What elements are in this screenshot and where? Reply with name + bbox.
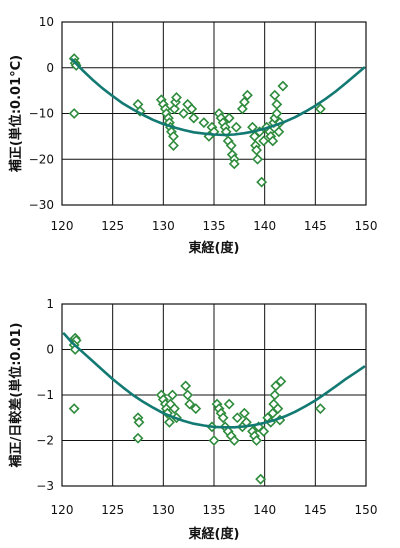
chart-bottom: 120 125 130 135 140 145 150 1 0 −1 −2 −3 東経(度) 補正/日較差…	[0, 282, 400, 548]
x-tick-label: 140	[253, 219, 276, 233]
data-point-diamond	[252, 153, 264, 165]
data-point-diamond	[168, 140, 179, 151]
chart-bottom-svg: 120 125 130 135 140 145 150 1 0 −1 −2 −3 東経(度) 補正/日較差…	[8, 297, 378, 542]
y-tick-label: −2	[36, 434, 54, 448]
data-point-diamond	[251, 435, 262, 446]
data-point-diamond	[217, 412, 229, 424]
data-point-diamond	[314, 403, 326, 415]
data-point-diamond	[225, 140, 237, 151]
data-point-diamond	[171, 92, 182, 103]
x-tick-label: 135	[203, 219, 226, 233]
y-tick-label: −10	[29, 107, 54, 121]
data-point-diamond	[167, 389, 178, 401]
x-tick-label: 130	[152, 503, 175, 517]
x-tick-label: 140	[253, 503, 276, 517]
data-point-diamond	[269, 89, 281, 101]
data-point-diamond	[178, 108, 190, 119]
y-tick-label: 1	[46, 297, 54, 311]
data-point-diamond	[275, 375, 287, 387]
x-axis-label: 東経(度)	[189, 526, 240, 542]
data-point-diamond	[184, 398, 196, 410]
x-tick-label: 125	[101, 503, 124, 517]
data-point-diamond	[314, 103, 326, 115]
x-tick-label: 120	[51, 503, 74, 517]
data-point-diamond	[208, 435, 220, 446]
data-point-diamond	[269, 389, 281, 401]
data-point-diamond	[236, 103, 248, 115]
x-tick-label: 150	[355, 219, 378, 233]
data-point-diamond	[133, 416, 145, 428]
data-point-diamond	[68, 108, 80, 119]
data-point-diamond	[163, 416, 175, 428]
data-point-diamond	[223, 112, 235, 124]
y-tick-label: 0	[46, 61, 54, 75]
chart-top-svg: 120 125 130 135 140 145 150 10 0 −10 −20 −30 東経(度) 補正…	[8, 15, 378, 256]
x-tick-label: 145	[304, 219, 327, 233]
data-point-diamond	[169, 103, 180, 115]
data-point-diamond	[238, 96, 250, 108]
data-point-diamond	[242, 89, 253, 101]
y-tick-label: −20	[29, 152, 54, 166]
data-point-diamond	[223, 398, 235, 410]
data-point-diamond	[180, 380, 192, 392]
data-point-diamond	[190, 403, 202, 415]
data-point-diamond	[256, 176, 268, 188]
data-point-diamond	[186, 103, 198, 115]
x-tick-label: 150	[355, 503, 378, 517]
data-point-diamond	[231, 412, 243, 424]
data-point-diamond	[271, 108, 283, 119]
data-point-diamond	[258, 135, 270, 147]
data-point-diamond	[267, 135, 279, 147]
data-point-diamond	[228, 435, 240, 446]
fit-curve-line	[70, 58, 366, 137]
y-tick-label: −3	[36, 479, 54, 493]
fit-curve-line	[62, 332, 366, 429]
data-point-diamond	[132, 432, 144, 444]
data-point-diamond	[272, 403, 284, 415]
data-point-diamond	[277, 80, 289, 92]
x-tick-label: 130	[152, 219, 175, 233]
y-tick-label: −1	[36, 388, 54, 402]
y-axis-label: 補正/日較差(単位:0.01)	[8, 323, 24, 469]
x-tick-label: 135	[203, 503, 226, 517]
data-point-diamond	[198, 117, 210, 129]
y-axis-label: 補正(単位:0.01°C)	[8, 55, 24, 173]
data-point-diamond	[169, 403, 180, 415]
data-point-diamond	[230, 121, 242, 133]
data-point-diamond	[161, 407, 173, 419]
data-point-diamond	[68, 403, 80, 415]
data-point-diamond	[273, 126, 285, 138]
y-tick-label: −30	[29, 198, 54, 212]
data-point-diamond	[238, 407, 250, 419]
x-axis-label: 東経(度)	[189, 240, 240, 256]
chart-top: 120 125 130 135 140 145 150 10 0 −10 −20 −30 東経(度) 補正…	[0, 0, 400, 262]
y-tick-label: 0	[46, 343, 54, 357]
data-point-diamond	[251, 144, 262, 156]
x-tick-label: 145	[304, 503, 327, 517]
data-point-diamond	[258, 425, 270, 437]
data-point-diamond	[188, 112, 200, 124]
data-point-diamond	[182, 389, 194, 401]
x-tick-label: 120	[51, 219, 74, 233]
x-tick-label: 125	[101, 219, 124, 233]
data-point-diamond	[255, 473, 267, 485]
y-tick-label: 10	[39, 15, 54, 29]
data-point-diamond	[228, 158, 240, 170]
